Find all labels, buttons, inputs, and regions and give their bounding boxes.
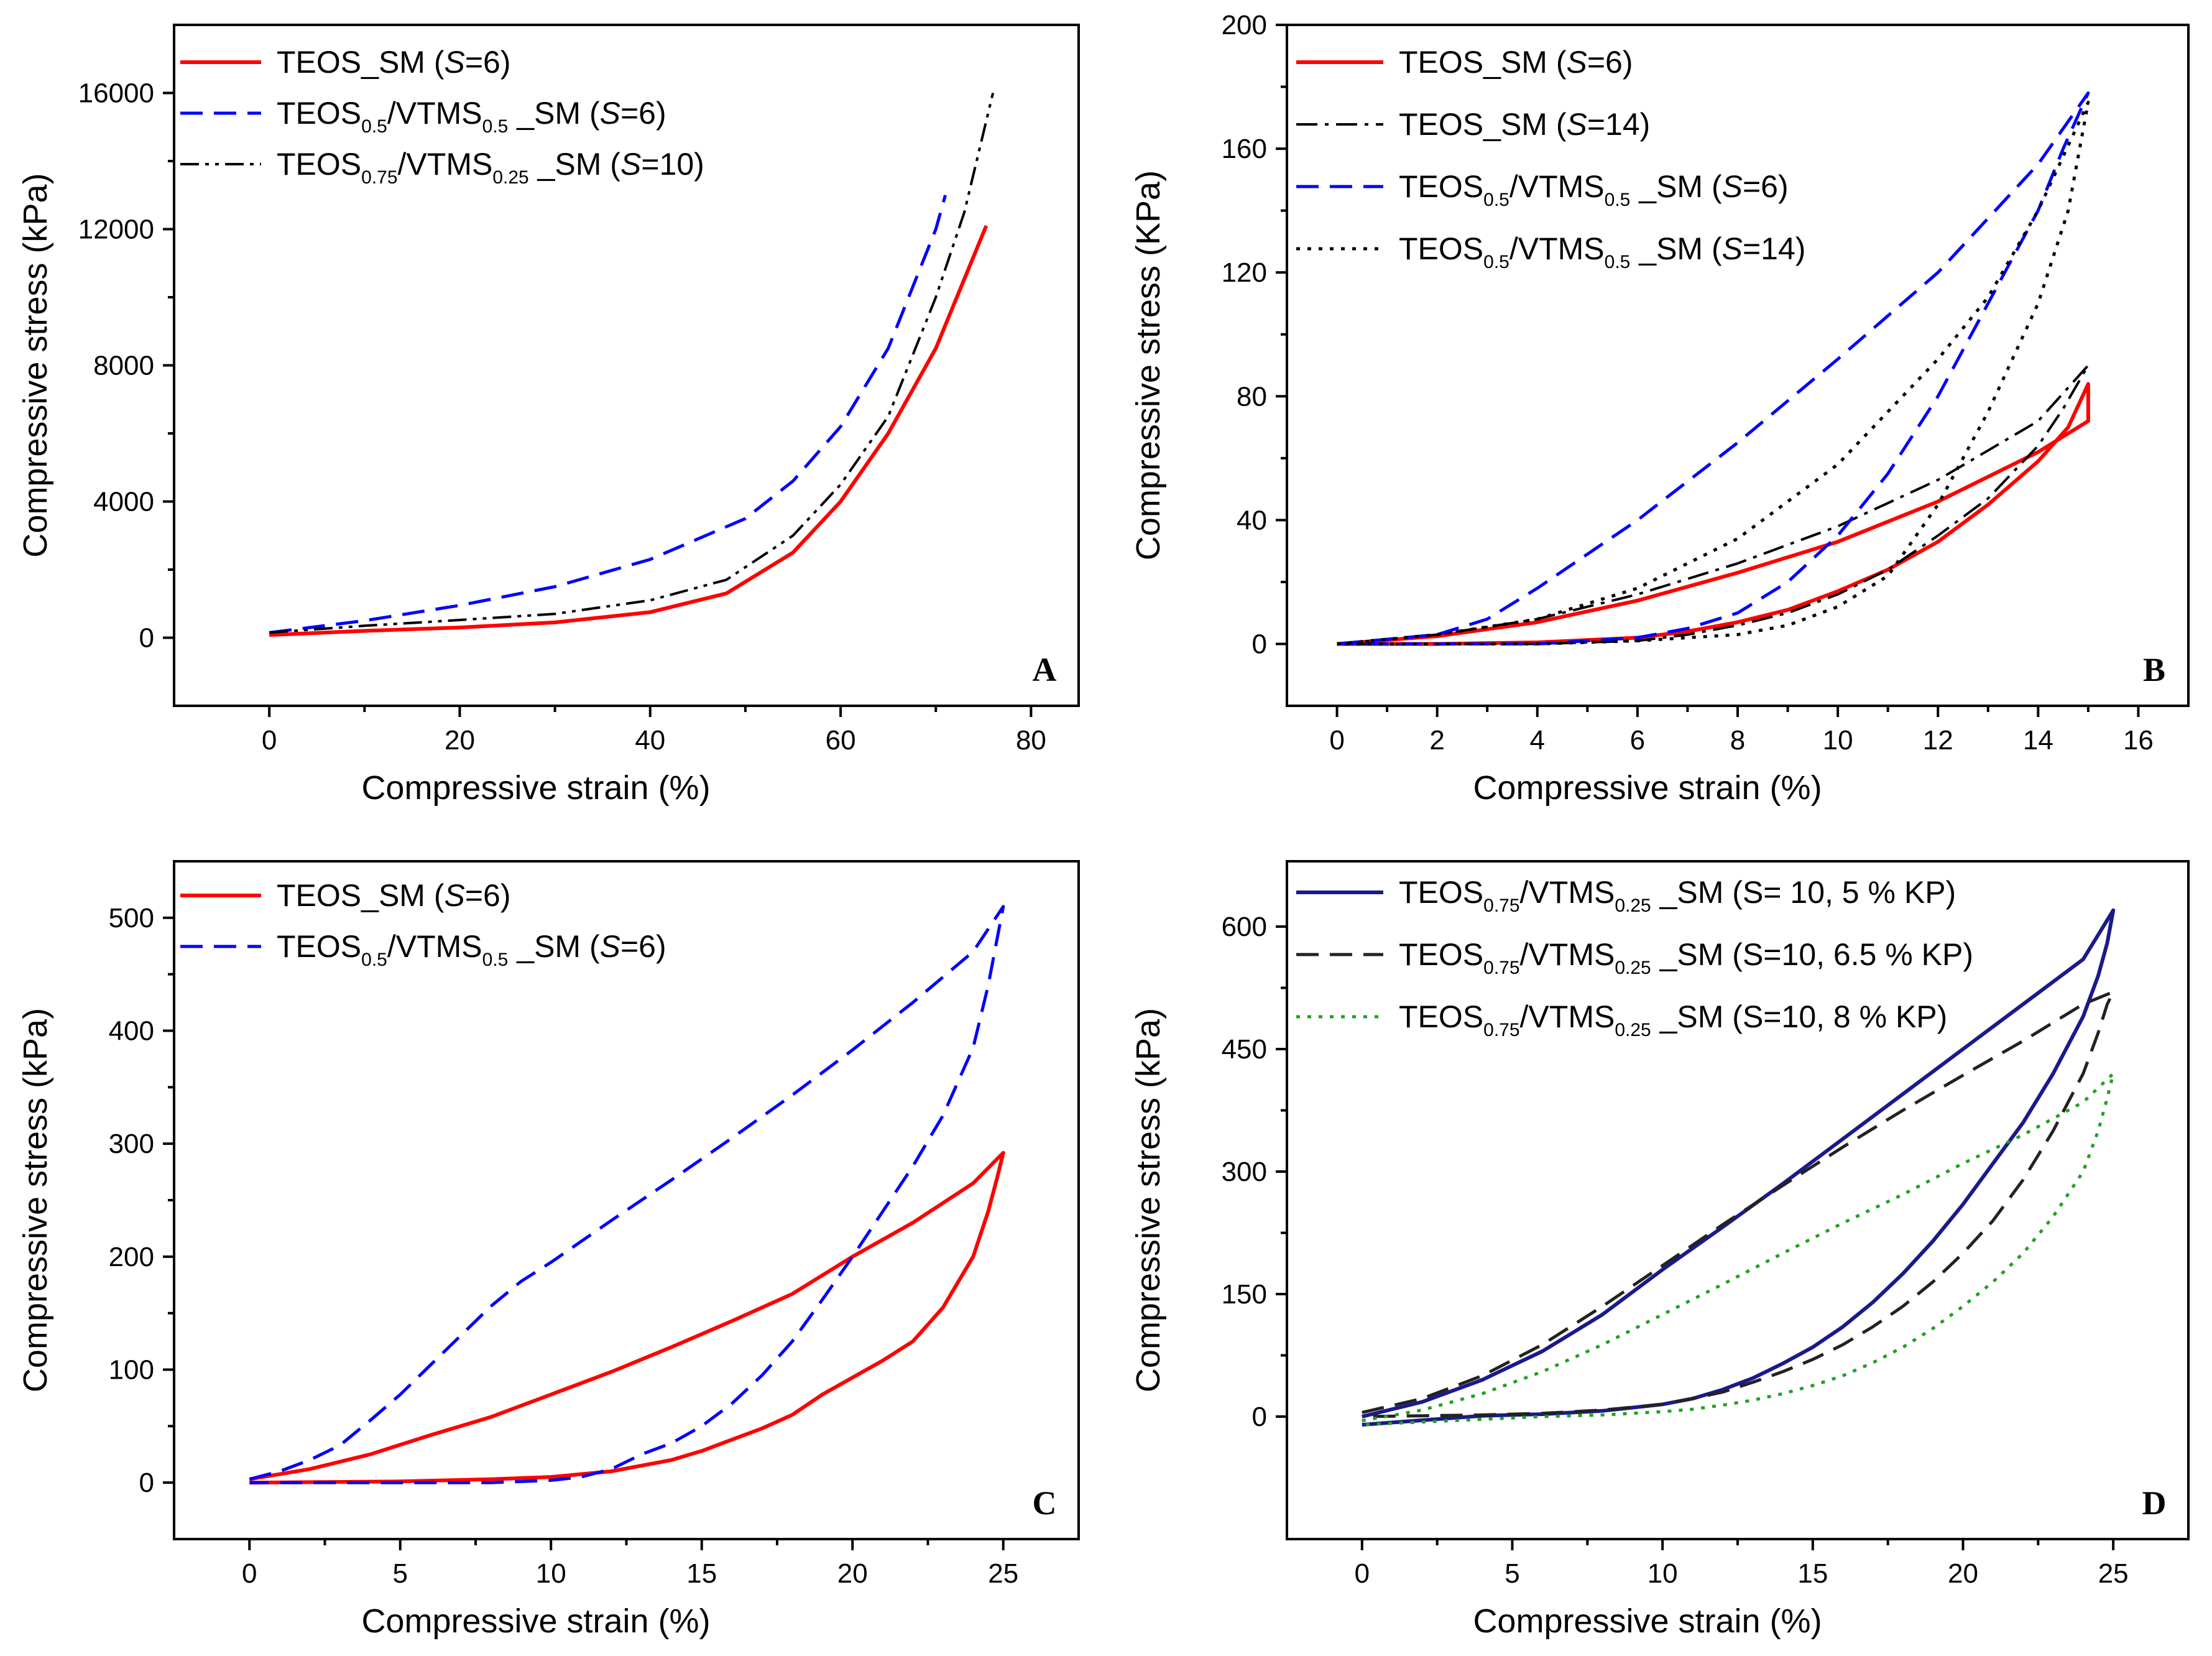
- x-tick-label: 0: [262, 725, 277, 756]
- series-line-3: [1337, 91, 2090, 645]
- legend-label-2: TEOS0.75/VTMS0.25 _SM (S=10, 6.5 % KP): [1399, 937, 1973, 978]
- x-axis-title: Compressive strain (%): [1473, 769, 1822, 807]
- x-axis-title: Compressive strain (%): [361, 1603, 710, 1640]
- x-tick-label: 0: [1329, 725, 1344, 756]
- y-tick-label: 12000: [78, 215, 154, 245]
- x-tick-label: 25: [2098, 1558, 2129, 1589]
- series-line-2: [1362, 990, 2115, 1418]
- x-tick-label: 0: [242, 1558, 257, 1589]
- legend-label-1: TEOS_SM (S=6): [277, 45, 511, 80]
- x-tick-label: 0: [1355, 1558, 1370, 1589]
- y-tick-label: 16000: [78, 78, 154, 109]
- x-tick-label: 14: [2023, 725, 2053, 756]
- panel-c: 0 5 10 15 20 25 0 100 200 300 400 500 Compressive st…: [17, 860, 1080, 1640]
- y-axis-title: Compressive stress (kPa): [17, 1008, 54, 1392]
- y-tick-label: 0: [139, 623, 154, 654]
- y-axis-title: Compressive stress (kPa): [1130, 1008, 1167, 1392]
- x-tick-label: 20: [837, 1558, 868, 1589]
- y-tick-label: 8000: [93, 351, 154, 381]
- y-tick-label: 200: [109, 1242, 154, 1272]
- panel-d: 0 5 10 15 20 25 0 150 300 450 600 Compressive strai…: [1130, 860, 2190, 1640]
- x-axis-title: Compressive strain (%): [1473, 1603, 1822, 1640]
- legend-label-2: TEOS0.5/VTMS0.5 _SM (S=6): [277, 96, 666, 137]
- x-axis-title: Compressive strain (%): [361, 769, 710, 807]
- x-tick-label: 4: [1530, 725, 1545, 756]
- x-tick-label: 8: [1730, 725, 1745, 756]
- y-tick-label: 40: [1237, 505, 1267, 535]
- y-tick-label: 80: [1237, 381, 1267, 412]
- y-tick-label: 500: [109, 903, 154, 933]
- series-line-1: [1337, 382, 2090, 646]
- x-tick-label: 12: [1923, 725, 1953, 756]
- legend-label-1: TEOS_SM (S=6): [1399, 45, 1633, 80]
- y-tick-label: 0: [139, 1468, 154, 1498]
- x-tick-label: 20: [1948, 1558, 1978, 1589]
- y-tick-label: 0: [1252, 629, 1267, 659]
- legend-label-4: TEOS0.5/VTMS0.5 _SM (S=14): [1399, 231, 1805, 272]
- legend-label-1: TEOS0.75/VTMS0.25 _SM (S= 10, 5 % KP): [1399, 875, 1956, 916]
- x-tick-label: 60: [826, 725, 856, 756]
- y-tick-label: 4000: [93, 487, 154, 517]
- legend-label-1: TEOS_SM (S=6): [277, 878, 511, 913]
- y-tick-label: 0: [1252, 1402, 1267, 1432]
- y-tick-label: 120: [1222, 257, 1267, 288]
- legend-label-2: TEOS_SM (S=14): [1399, 107, 1650, 142]
- series-line-1: [269, 224, 988, 637]
- x-tick-label: 80: [1016, 725, 1046, 756]
- series-line-1: [249, 1150, 1005, 1485]
- y-axis-title: Compressive stress (kPa): [17, 173, 54, 557]
- series-line-2: [249, 905, 1005, 1484]
- x-tick-label: 15: [686, 1558, 717, 1589]
- x-tick-label: 25: [988, 1558, 1018, 1589]
- y-tick-label: 400: [109, 1016, 154, 1047]
- y-tick-label: 300: [109, 1129, 154, 1159]
- legend-label-2: TEOS0.5/VTMS0.5 _SM (S=6): [277, 929, 666, 970]
- legend-label-3: TEOS0.5/VTMS0.5 _SM (S=6): [1399, 169, 1789, 210]
- series-line-3: [269, 93, 995, 634]
- x-tick-label: 15: [1797, 1558, 1828, 1589]
- x-tick-label: 20: [445, 725, 475, 756]
- series-line-2: [1337, 364, 2090, 645]
- y-tick-label: 300: [1222, 1157, 1267, 1187]
- panel-letter: D: [2142, 1484, 2167, 1522]
- y-axis-title: Compressive stress (KPa): [1130, 170, 1167, 560]
- panel-a: 0 20 40 60 80 0 4000 8000 12000 16000 Compressive …: [17, 24, 1080, 807]
- x-tick-label: 5: [1505, 1558, 1519, 1589]
- series-line-1: [1362, 908, 2116, 1427]
- legend-label-3: TEOS0.75/VTMS0.25 _SM (S=10): [277, 147, 704, 188]
- y-tick-label: 200: [1222, 10, 1267, 40]
- y-tick-label: 600: [1222, 912, 1267, 942]
- y-tick-label: 450: [1222, 1034, 1267, 1065]
- y-tick-label: 160: [1222, 134, 1267, 164]
- x-tick-label: 6: [1630, 725, 1645, 756]
- series-line-2: [269, 195, 947, 634]
- panel-letter: B: [2143, 651, 2165, 688]
- panel-letter: C: [1033, 1484, 1057, 1522]
- x-tick-label: 40: [635, 725, 665, 756]
- legend-label-3: TEOS0.75/VTMS0.25 _SM (S=10, 8 % KP): [1399, 999, 1947, 1040]
- x-tick-label: 5: [393, 1558, 408, 1589]
- y-tick-label: 100: [109, 1355, 154, 1385]
- x-tick-label: 2: [1429, 725, 1444, 756]
- panel-letter: A: [1033, 651, 1057, 688]
- x-tick-label: 10: [1647, 1558, 1678, 1589]
- x-tick-label: 16: [2123, 725, 2154, 756]
- y-tick-label: 150: [1222, 1279, 1267, 1310]
- x-tick-label: 10: [1823, 725, 1853, 756]
- x-tick-label: 10: [536, 1558, 566, 1589]
- series-line-3: [1362, 1071, 2115, 1427]
